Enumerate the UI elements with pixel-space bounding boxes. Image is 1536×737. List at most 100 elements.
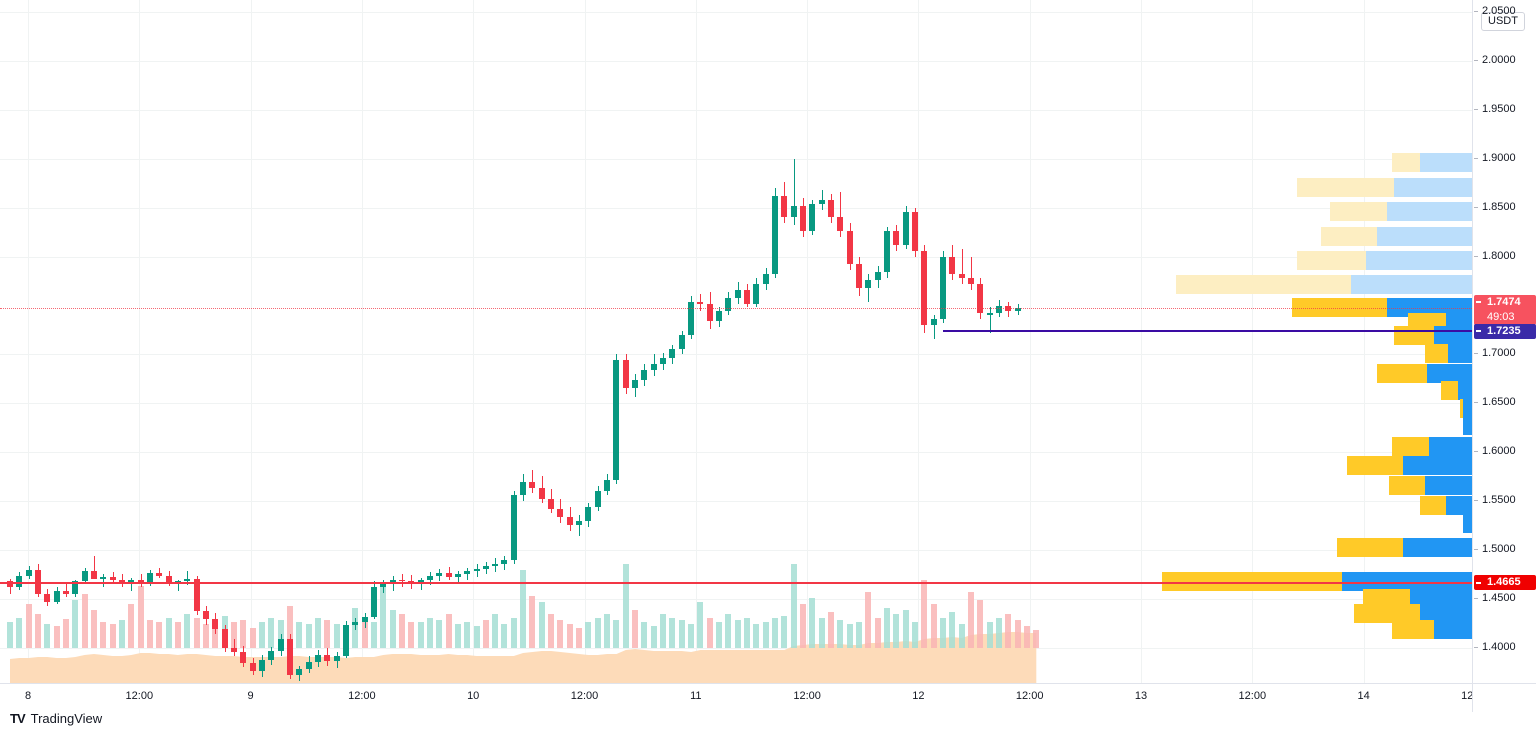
candle-body	[482, 565, 489, 569]
candle-body	[828, 199, 835, 218]
candle-body	[286, 639, 293, 676]
candle-body	[893, 231, 900, 245]
volume-bar	[454, 624, 461, 648]
gridline-h	[0, 452, 1472, 453]
volume-bar	[688, 624, 695, 648]
candle-body	[846, 231, 853, 265]
volume-bar	[828, 612, 835, 648]
tick-label: 1.4000	[1482, 641, 1516, 653]
candle-body	[202, 610, 209, 619]
badge-dash	[1476, 581, 1481, 584]
candle-body	[454, 573, 461, 577]
volume-bar	[445, 614, 452, 648]
price-badge-order-line[interactable]: 1.7235	[1474, 323, 1536, 339]
time-axis-tick: 12:00	[570, 690, 599, 702]
time-axis-tick: 12:00	[348, 690, 376, 702]
volume-bar	[53, 626, 60, 648]
volume-bar	[417, 622, 424, 648]
volume-bar	[128, 604, 135, 648]
order-purple-line[interactable]	[943, 330, 1472, 333]
volume-bar	[230, 622, 237, 648]
time-axis-tick: 10	[467, 690, 480, 702]
candle-body	[912, 211, 918, 251]
volume-bar	[837, 620, 844, 648]
time-axis-tick: 12:00	[793, 690, 821, 702]
chart-plot-area[interactable]	[0, 0, 1472, 683]
volume-bar	[16, 618, 23, 648]
volume-bar	[380, 582, 387, 648]
volume-bar	[7, 622, 13, 648]
candle-body	[445, 572, 452, 577]
volume-bar	[781, 616, 788, 648]
tick-dash	[1474, 108, 1478, 110]
candle-body	[268, 650, 275, 660]
volume-bar	[716, 622, 723, 648]
candle-body	[436, 572, 443, 576]
candle-body	[641, 370, 648, 380]
price-axis[interactable]: USDT 2.0500 2.0000 1.9500 1.9000 1.8500 1.800…	[1472, 0, 1536, 683]
volume-bar	[613, 620, 620, 648]
candle-wick	[868, 274, 869, 302]
volume-bar	[305, 624, 312, 648]
volume-bar	[753, 624, 760, 648]
badge-dash	[1476, 301, 1481, 304]
gridline-h	[0, 12, 1472, 13]
candle-wick	[467, 567, 468, 580]
candle-body	[324, 654, 331, 661]
volume-bar	[277, 620, 284, 648]
candle-body	[510, 495, 517, 560]
candle-body	[296, 668, 303, 676]
gridline-v	[918, 0, 919, 683]
tick-dash	[1474, 353, 1478, 355]
volume-bar	[62, 619, 69, 648]
candle-body	[622, 360, 629, 388]
volume-bar	[510, 618, 517, 648]
volume-bar	[1005, 614, 1012, 648]
volume-bar	[249, 628, 256, 648]
volume-bar	[202, 624, 209, 648]
gridline-h	[0, 110, 1472, 111]
gridline-v	[1364, 0, 1365, 683]
tick-dash	[1474, 451, 1478, 453]
candlestick-layer	[7, 158, 1021, 682]
price-badge-alert-line[interactable]: 1.4665	[1474, 575, 1536, 591]
alert-red-line[interactable]	[0, 581, 1472, 584]
volume-bar	[193, 618, 200, 648]
candle-body	[995, 305, 1002, 314]
volume-bar	[296, 622, 303, 648]
badge-sublabel: 49:03	[1487, 311, 1515, 324]
gridline-h	[0, 61, 1472, 62]
volume-bar	[967, 592, 974, 648]
volume-bar	[137, 586, 144, 648]
candle-body	[81, 570, 88, 582]
last-price-dotted-line	[0, 308, 1472, 310]
volume-bar	[734, 620, 741, 648]
candle-wick	[962, 248, 963, 284]
tick-dash	[1474, 59, 1478, 61]
candle-body	[753, 284, 760, 304]
gridline-v	[1252, 0, 1253, 683]
volume-bar	[370, 622, 377, 648]
candle-body	[258, 659, 265, 672]
badge-label: 1.4665	[1487, 576, 1521, 589]
gridline-h	[0, 648, 1472, 649]
candle-body	[165, 575, 172, 584]
gridline-v	[251, 0, 252, 683]
axis-corner	[1472, 683, 1536, 712]
candle-body	[762, 274, 769, 284]
volume-bar	[520, 570, 527, 648]
volume-bar	[286, 606, 293, 648]
candle-body	[977, 284, 984, 314]
time-axis[interactable]: 8 12:00 9 12:00 10 12:00 11 12:00 12 12:00 13 12:00…	[0, 683, 1489, 712]
volume-bar	[389, 610, 396, 648]
tick-label: 1.6500	[1482, 396, 1516, 409]
candle-body	[576, 520, 583, 525]
volume-bar	[25, 604, 32, 648]
volume-bar	[240, 620, 247, 648]
candle-body	[380, 583, 387, 588]
price-badge-last-price[interactable]: 1.7474 49:03	[1474, 295, 1536, 326]
volume-bar	[44, 624, 51, 648]
volume-bar	[800, 604, 807, 648]
candle-body	[958, 274, 965, 279]
